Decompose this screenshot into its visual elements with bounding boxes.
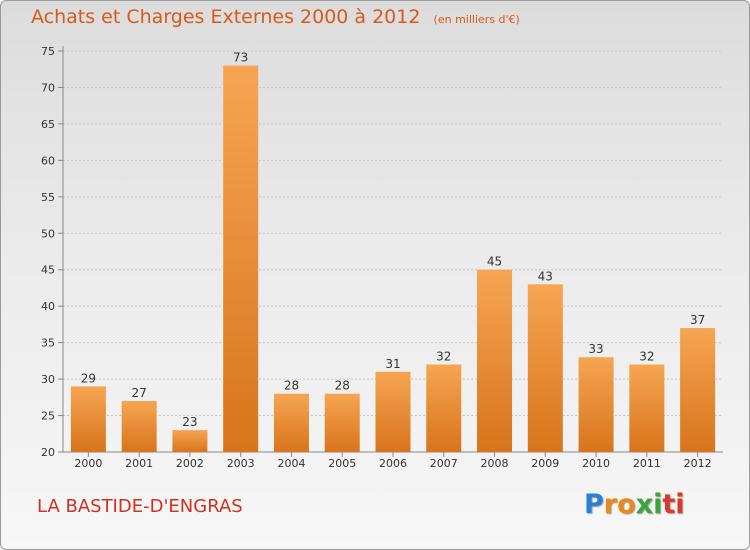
data-label-2007: 32 — [436, 350, 451, 364]
bar-2002 — [172, 430, 208, 452]
bar-2012 — [680, 328, 716, 452]
x-tick-label-2007: 2007 — [430, 457, 458, 470]
x-tick-label-2005: 2005 — [328, 457, 356, 470]
x-tick-label-2009: 2009 — [531, 457, 559, 470]
data-label-2006: 31 — [385, 357, 400, 371]
logo-letter: x — [635, 489, 654, 520]
logo-letter: t — [662, 489, 676, 520]
x-tick-label-2001: 2001 — [125, 457, 153, 470]
x-tick-label-2010: 2010 — [582, 457, 610, 470]
data-labels: 29 27 23 73 28 28 31 32 45 43 33 32 37 — [81, 51, 706, 430]
y-tick-label: 40 — [41, 300, 55, 313]
bar-2009 — [527, 284, 563, 452]
logo-letter: P — [584, 489, 604, 520]
logo-letter: o — [617, 489, 636, 520]
bar-2007 — [426, 364, 462, 452]
bar-2011 — [629, 364, 665, 452]
data-label-2004: 28 — [284, 379, 299, 393]
x-tick-label-2006: 2006 — [379, 457, 407, 470]
x-tick-label-2002: 2002 — [176, 457, 204, 470]
bar-2000 — [70, 386, 106, 452]
y-tick-label: 25 — [41, 410, 55, 423]
logo-letter: r — [603, 489, 618, 520]
data-label-2011: 32 — [639, 350, 654, 364]
commune-name: LA BASTIDE-D'ENGRAS — [37, 496, 243, 517]
y-tick-label: 65 — [41, 118, 55, 131]
title-row: Achats et Charges Externes 2000 à 2012 (… — [31, 6, 520, 28]
logo-letter: i — [653, 489, 663, 520]
y-tick-label: 55 — [41, 191, 55, 204]
data-label-2000: 29 — [81, 371, 96, 385]
grid-lines — [63, 50, 723, 417]
y-tick-label: 60 — [41, 154, 55, 167]
y-tick-label: 75 — [41, 45, 55, 58]
x-tick-label-2008: 2008 — [481, 457, 509, 470]
data-label-2003: 73 — [233, 51, 248, 65]
bar-2010 — [578, 357, 614, 452]
x-tick-label-2000: 2000 — [74, 457, 102, 470]
x-tick-label-2011: 2011 — [633, 457, 661, 470]
bar-2008 — [477, 269, 513, 452]
chart-subtitle: (en milliers d'€) — [433, 13, 520, 26]
x-tick-label-2012: 2012 — [684, 457, 712, 470]
data-label-2008: 45 — [487, 255, 502, 269]
y-tick-label: 50 — [41, 227, 55, 240]
x-tick-label-2004: 2004 — [277, 457, 305, 470]
bar-2004 — [273, 393, 309, 452]
y-tick-label: 35 — [41, 337, 55, 350]
data-label-2001: 27 — [132, 386, 147, 400]
y-tick-label: 45 — [41, 264, 55, 277]
y-tick-label: 20 — [41, 446, 55, 459]
bar-2005 — [324, 393, 360, 452]
bar-2001 — [121, 400, 157, 452]
chart-title: Achats et Charges Externes 2000 à 2012 — [31, 6, 421, 28]
logo-letter: i — [675, 489, 685, 520]
data-label-2005: 28 — [335, 379, 350, 393]
y-tick-label: 70 — [41, 81, 55, 94]
bar-2003 — [223, 65, 259, 452]
data-label-2009: 43 — [538, 269, 553, 283]
data-label-2012: 37 — [690, 313, 705, 327]
y-tick-label: 30 — [41, 373, 55, 386]
bars — [70, 65, 716, 452]
data-label-2002: 23 — [182, 415, 197, 429]
proxiti-logo[interactable]: Proxiti — [584, 489, 685, 520]
data-label-2010: 33 — [588, 342, 603, 356]
x-tick-label-2003: 2003 — [227, 457, 255, 470]
bar-2006 — [375, 371, 411, 452]
